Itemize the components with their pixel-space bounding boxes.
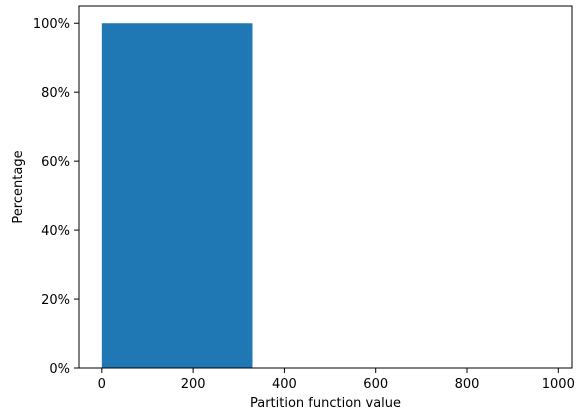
x-axis: 0 200 400 600 800 1000 <box>98 368 575 392</box>
axes-frame <box>78 5 573 369</box>
y-tick-label: 100% <box>33 17 70 32</box>
x-tick-label: 600 <box>363 377 388 392</box>
x-tick-label: 0 <box>98 377 106 392</box>
bars-layer <box>101 23 253 368</box>
y-tick-label: 40% <box>41 224 70 239</box>
x-tick-label: 400 <box>272 377 297 392</box>
y-tick-label: 80% <box>41 86 70 101</box>
y-axis-label: Percentage <box>11 150 26 223</box>
bar-0 <box>101 23 253 368</box>
x-tick-label: 800 <box>455 377 480 392</box>
y-tick-label: 20% <box>41 293 70 308</box>
x-tick-label: 200 <box>181 377 206 392</box>
y-axis: 0% 20% 40% 60% 80% 100% <box>33 17 79 377</box>
x-axis-label: Partition function value <box>250 396 401 411</box>
y-tick-label: 0% <box>49 362 70 377</box>
y-tick-label: 60% <box>41 155 70 170</box>
x-tick-label: 1000 <box>542 377 575 392</box>
